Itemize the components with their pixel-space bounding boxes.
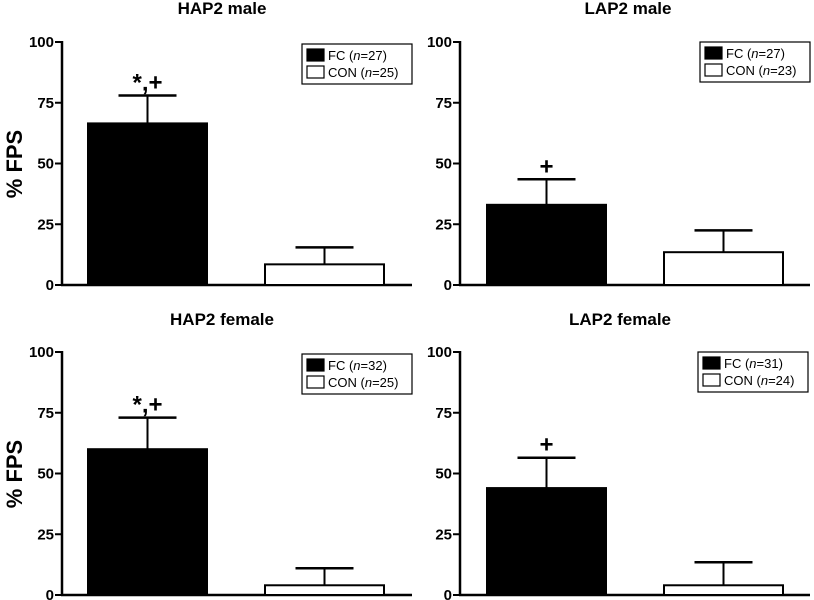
significance-label: *,+ — [132, 392, 162, 419]
y-tick-label: 100 — [29, 34, 54, 51]
chart-panel-2: LAP2 male 0 25 50 75 100 + FC (n=27) CON (n=23) — [427, 0, 811, 294]
chart-panel-1: HAP2 male % FPS 0 25 50 75 100 *,+ FC (n=27) CON … — [2, 0, 413, 294]
y-tick-label: 100 — [29, 344, 54, 361]
y-tick-label: 100 — [427, 344, 452, 361]
legend-label: CON (n=24) — [724, 373, 794, 388]
chart-panel-3: HAP2 female % FPS 0 25 50 75 100 *,+ FC (n=32) CO… — [2, 310, 413, 600]
legend-swatch — [704, 46, 723, 60]
legend-label: FC (n=32) — [328, 358, 387, 373]
y-tick-label: 0 — [444, 277, 452, 294]
bar-con — [264, 263, 385, 287]
bar-fc — [87, 448, 208, 597]
y-tick-label: 0 — [46, 587, 54, 600]
bar-con — [663, 584, 784, 597]
legend-label: FC (n=31) — [724, 356, 783, 371]
legend-swatch — [704, 63, 723, 77]
bar-con — [663, 251, 784, 287]
legend: FC (n=27) CON (n=25) — [301, 43, 413, 85]
legend-swatch — [306, 375, 325, 389]
y-tick-label: 50 — [435, 156, 452, 173]
legend-label: FC (n=27) — [328, 48, 387, 63]
legend: FC (n=32) CON (n=25) — [301, 353, 413, 395]
legend-swatch — [702, 373, 721, 387]
legend-label: CON (n=23) — [726, 63, 796, 78]
legend-label: CON (n=25) — [328, 375, 398, 390]
y-tick-label: 0 — [46, 277, 54, 294]
y-tick-label: 75 — [435, 95, 452, 112]
y-axis-label: % FPS — [2, 130, 27, 198]
y-tick-label: 75 — [435, 405, 452, 422]
bar-con — [264, 584, 385, 597]
chart-title: HAP2 female — [170, 310, 274, 329]
chart-title: HAP2 male — [178, 0, 267, 18]
chart-panel-4: LAP2 female 0 25 50 75 100 + FC (n=31) CON (n=24… — [427, 310, 810, 600]
legend-swatch — [702, 356, 721, 370]
y-tick-label: 0 — [444, 587, 452, 600]
bar-fc — [486, 203, 607, 286]
legend: FC (n=31) CON (n=24) — [697, 351, 809, 393]
y-tick-label: 75 — [37, 405, 54, 422]
y-tick-label: 25 — [37, 526, 54, 543]
y-tick-label: 75 — [37, 95, 54, 112]
legend: FC (n=27) CON (n=23) — [699, 41, 811, 83]
y-tick-label: 25 — [37, 216, 54, 233]
chart-title: LAP2 male — [585, 0, 672, 18]
legend-swatch — [306, 358, 325, 372]
y-tick-label: 50 — [435, 466, 452, 483]
y-tick-label: 50 — [37, 156, 54, 173]
bar-fc — [87, 122, 208, 286]
y-axis-label: % FPS — [2, 440, 27, 508]
significance-label: *,+ — [132, 69, 162, 96]
y-tick-label: 50 — [37, 466, 54, 483]
legend-swatch — [306, 65, 325, 79]
significance-label: + — [539, 432, 553, 459]
chart-title: LAP2 female — [569, 310, 671, 329]
bar-fc — [486, 487, 607, 596]
legend-label: CON (n=25) — [328, 65, 398, 80]
legend-label: FC (n=27) — [726, 46, 785, 61]
legend-swatch — [306, 48, 325, 62]
y-tick-label: 25 — [435, 216, 452, 233]
y-tick-label: 100 — [427, 34, 452, 51]
y-tick-label: 25 — [435, 526, 452, 543]
significance-label: + — [539, 153, 553, 180]
